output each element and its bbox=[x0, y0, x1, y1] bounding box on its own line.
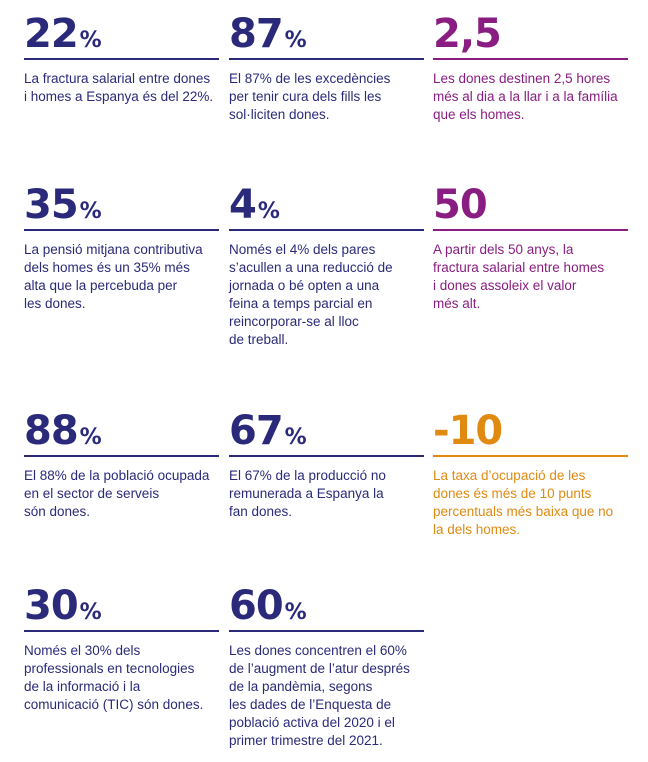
stat-description: A partir dels 50 anys, la fractura salar… bbox=[433, 241, 605, 311]
stat-value: 4 bbox=[229, 182, 257, 228]
stat-description: El 87% de les excedències per tenir cura… bbox=[229, 70, 391, 122]
stat-unit: % bbox=[79, 199, 102, 224]
stat-description: Només el 4% dels pares s’acullen a una r… bbox=[229, 241, 393, 347]
divider-line bbox=[229, 630, 424, 632]
stat-figure: 22% bbox=[24, 12, 219, 56]
stat-value: 88 bbox=[24, 408, 79, 454]
stat-card: 50 A partir dels 50 anys, la fractura sa… bbox=[433, 183, 628, 313]
stat-description: El 67% de la producció no remunerada a E… bbox=[229, 467, 386, 519]
divider-line bbox=[229, 229, 424, 231]
stat-figure: 4% bbox=[229, 183, 424, 227]
stat-value: 60 bbox=[229, 583, 284, 629]
stat-value: 50 bbox=[433, 182, 488, 228]
stat-card: 88% El 88% de la població ocupada en el … bbox=[24, 409, 219, 521]
stat-figure: 88% bbox=[24, 409, 219, 453]
divider-line bbox=[433, 58, 628, 60]
stat-unit: % bbox=[79, 600, 102, 625]
divider-line bbox=[24, 630, 219, 632]
divider-line bbox=[229, 455, 424, 457]
stat-figure: 50 bbox=[433, 183, 628, 227]
stat-value: -10 bbox=[433, 408, 503, 454]
divider-line bbox=[24, 58, 219, 60]
divider-line bbox=[24, 455, 219, 457]
stat-value: 22 bbox=[24, 11, 79, 57]
stat-value: 30 bbox=[24, 583, 79, 629]
stat-card: 22% La fractura salarial entre dones i h… bbox=[24, 12, 219, 106]
stat-card: 30% Només el 30% dels professionals en t… bbox=[24, 584, 219, 714]
stat-unit: % bbox=[79, 425, 102, 450]
stat-figure: 60% bbox=[229, 584, 424, 628]
stat-value: 35 bbox=[24, 182, 79, 228]
stat-unit: % bbox=[284, 28, 307, 53]
stat-unit: % bbox=[79, 28, 102, 53]
stat-card: 87% El 87% de les excedències per tenir … bbox=[229, 12, 424, 124]
stat-figure: -10 bbox=[433, 409, 628, 453]
stat-unit: % bbox=[257, 199, 280, 224]
stat-description: La fractura salarial entre dones i homes… bbox=[24, 70, 214, 104]
stat-value: 2,5 bbox=[433, 11, 502, 57]
stat-value: 87 bbox=[229, 11, 284, 57]
stat-description: Les dones destinen 2,5 hores més al dia … bbox=[433, 70, 618, 122]
stat-figure: 30% bbox=[24, 584, 219, 628]
stat-card: -10 La taxa d’ocupació de les dones és m… bbox=[433, 409, 628, 539]
stat-card: 67% El 67% de la producció no remunerada… bbox=[229, 409, 424, 521]
stat-card: 60% Les dones concentren el 60% de l’aug… bbox=[229, 584, 424, 750]
stat-unit: % bbox=[284, 600, 307, 625]
stat-value: 67 bbox=[229, 408, 284, 454]
stat-description: Només el 30% dels professionals en tecno… bbox=[24, 642, 204, 712]
stat-description: La pensió mitjana contributiva dels home… bbox=[24, 241, 203, 311]
stat-figure: 87% bbox=[229, 12, 424, 56]
stat-card: 35% La pensió mitjana contributiva dels … bbox=[24, 183, 219, 313]
stat-figure: 67% bbox=[229, 409, 424, 453]
stat-unit: % bbox=[284, 425, 307, 450]
stat-figure: 35% bbox=[24, 183, 219, 227]
stat-description: Les dones concentren el 60% de l’augment… bbox=[229, 642, 410, 748]
stat-description: El 88% de la població ocupada en el sect… bbox=[24, 467, 210, 519]
divider-line bbox=[433, 455, 628, 457]
stat-card: 2,5 Les dones destinen 2,5 hores més al … bbox=[433, 12, 628, 124]
stat-card: 4% Només el 4% dels pares s’acullen a un… bbox=[229, 183, 424, 349]
divider-line bbox=[433, 229, 628, 231]
stat-description: La taxa d’ocupació de les dones és més d… bbox=[433, 467, 614, 537]
divider-line bbox=[24, 229, 219, 231]
stat-figure: 2,5 bbox=[433, 12, 628, 56]
divider-line bbox=[229, 58, 424, 60]
